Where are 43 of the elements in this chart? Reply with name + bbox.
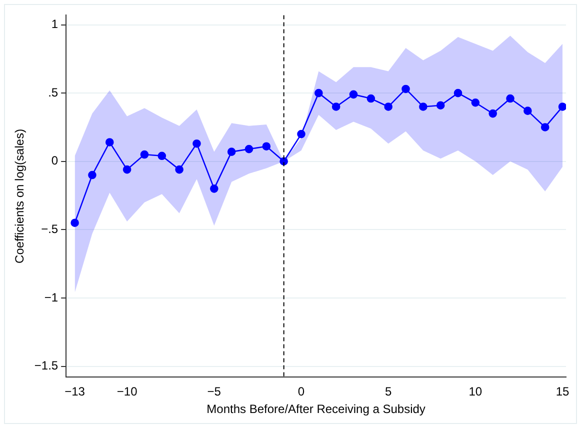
y-tick-label: 0 [51,154,58,168]
point [262,142,271,150]
y-tick-label: .5 [48,85,58,100]
x-tick-label: −13 [64,384,86,399]
point [227,148,236,156]
point [314,88,323,98]
point [210,184,218,193]
x-tick-label: 0 [298,384,305,399]
point [158,152,166,160]
point [471,98,480,107]
point [524,106,532,115]
point [122,165,132,174]
point [366,94,376,103]
point [349,90,358,99]
point [540,123,550,132]
point [402,84,410,94]
point [384,102,392,111]
x-tick-label: 5 [384,384,392,399]
point [105,138,114,146]
point [297,130,306,138]
point [419,102,428,111]
point [332,102,340,111]
y-tick-label: −.5 [41,222,58,236]
point [192,139,201,148]
point [175,165,184,174]
point [436,101,445,110]
x-axis-title: Months Before/After Receiving a Subsidy [206,402,426,416]
y-tick-label: −1 [44,290,58,304]
point [558,102,566,111]
x-tick-label: −10 [116,384,138,399]
point [454,88,462,98]
x-tick-label: −5 [207,384,222,399]
x-tick-label: 15 [556,384,570,399]
y-tick-label: 1 [51,17,58,32]
point [244,144,254,154]
point [140,150,149,159]
point [70,218,79,227]
point [488,109,497,118]
point [506,94,514,103]
y-tick-label: −1.5 [34,358,58,373]
y-axis-title: Coefficients on log(sales) [12,128,27,264]
point [88,170,96,180]
x-tick-label: 10 [468,384,482,399]
